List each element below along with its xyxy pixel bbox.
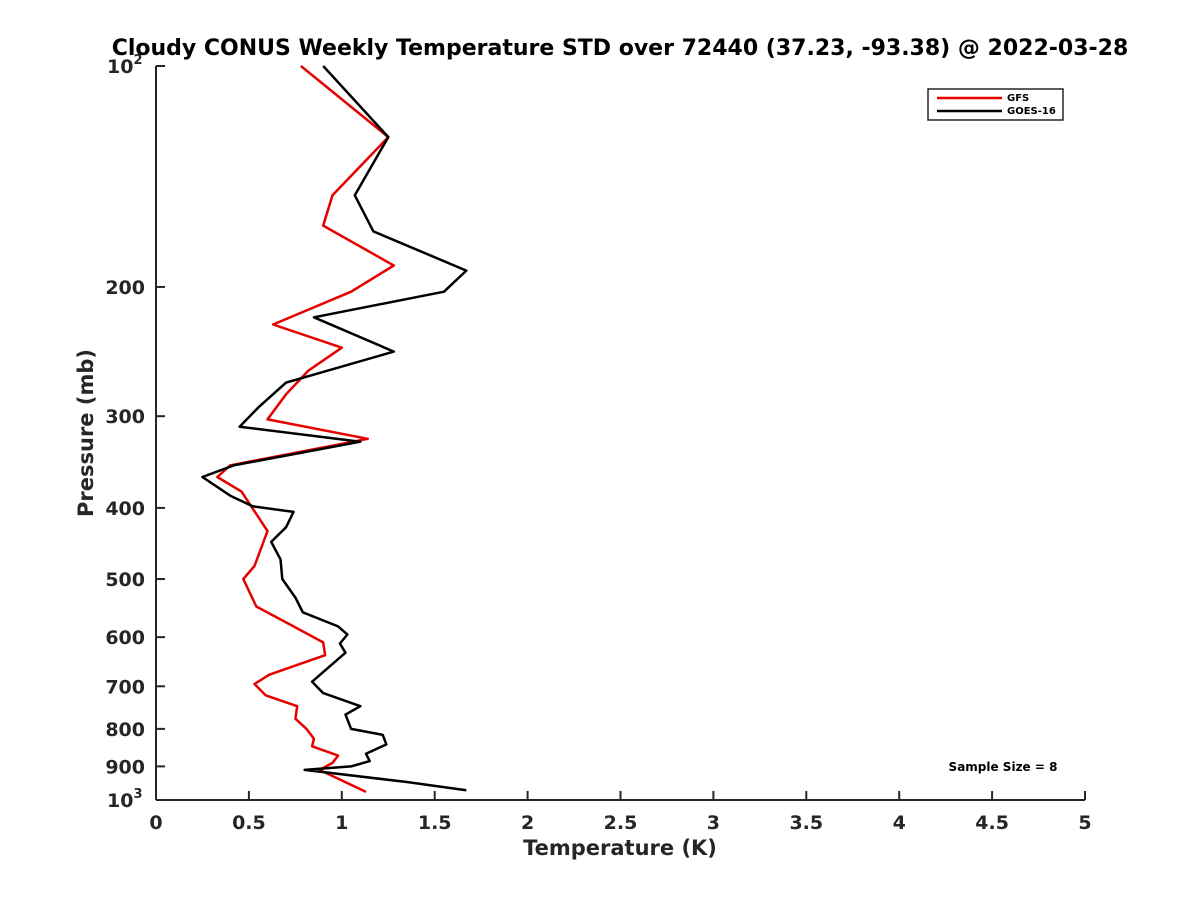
y-ticks: 102 200 300 400 500 600 700 800 900 103 bbox=[105, 53, 165, 812]
x-tick-label: 1.5 bbox=[418, 812, 452, 834]
series-line-goes16 bbox=[201, 65, 468, 792]
x-tick-label: 0 bbox=[149, 812, 162, 834]
x-tick-label: 4 bbox=[893, 812, 906, 834]
legend-label-goes16: GOES-16 bbox=[1007, 106, 1056, 117]
plot-lines bbox=[201, 65, 468, 794]
x-ticks: 0 0.5 1 1.5 2 2.5 3 3.5 4 4.5 5 bbox=[149, 791, 1092, 834]
series-line-gfs bbox=[216, 65, 396, 794]
x-tick-label: 2 bbox=[521, 812, 534, 834]
y-tick-label: 900 bbox=[105, 756, 145, 778]
chart-title: Cloudy CONUS Weekly Temperature STD over… bbox=[112, 36, 1129, 61]
legend-label-gfs: GFS bbox=[1007, 93, 1029, 104]
y-tick-label: 103 bbox=[107, 787, 143, 812]
x-axis-label: Temperature (K) bbox=[523, 836, 717, 860]
x-tick-label: 4.5 bbox=[975, 812, 1009, 834]
x-tick-label: 1 bbox=[335, 812, 348, 834]
y-tick-label: 500 bbox=[105, 569, 145, 591]
y-tick-label: 300 bbox=[105, 406, 145, 428]
y-tick-label: 800 bbox=[105, 719, 145, 741]
y-tick-label: 102 bbox=[107, 53, 143, 78]
sample-size-annotation: Sample Size = 8 bbox=[949, 760, 1058, 774]
y-tick-label: 200 bbox=[105, 277, 145, 299]
y-tick-label: 600 bbox=[105, 627, 145, 649]
x-tick-label: 2.5 bbox=[604, 812, 638, 834]
x-tick-label: 0.5 bbox=[232, 812, 266, 834]
y-tick-label: 700 bbox=[105, 676, 145, 698]
legend: GFS GOES-16 bbox=[927, 88, 1064, 121]
x-tick-label: 5 bbox=[1078, 812, 1091, 834]
legend-box bbox=[927, 88, 1064, 121]
x-tick-label: 3.5 bbox=[789, 812, 823, 834]
y-axis-label: Pressure (mb) bbox=[74, 349, 98, 517]
x-tick-label: 3 bbox=[707, 812, 720, 834]
y-tick-label: 400 bbox=[105, 498, 145, 520]
